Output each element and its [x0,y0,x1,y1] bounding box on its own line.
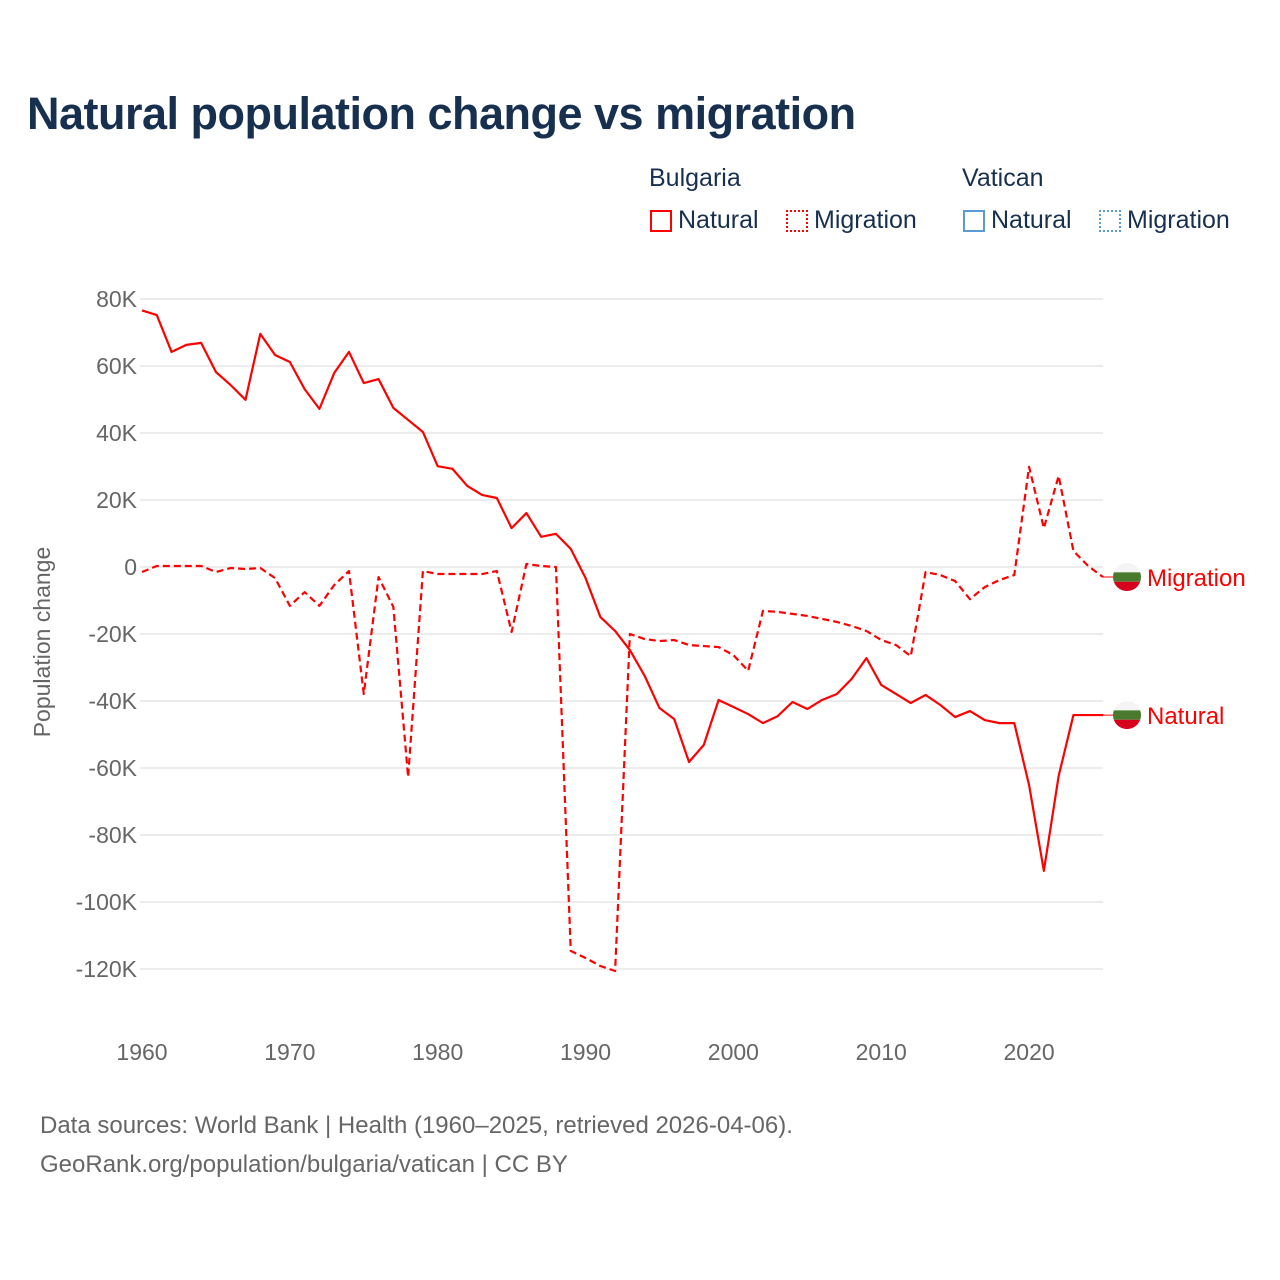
bulgaria-flag-icon [1113,701,1141,730]
legend-vatican-natural[interactable]: Natural [963,206,1072,235]
x-tick-label: 1980 [412,1039,463,1065]
solid-swatch-icon [963,209,985,232]
legend-label: Natural [991,206,1072,234]
legend-vatican-migration[interactable]: Migration [1099,206,1230,235]
y-tick-label: -120K [76,956,138,982]
dotted-swatch-icon [1099,209,1121,232]
legend-group-vatican: Vatican [962,164,1044,192]
dotted-swatch-icon [786,209,808,232]
x-tick-label: 1990 [560,1039,611,1065]
series-line-bulgaria-natural [141,309,1103,872]
end-label-migration: Migration [1147,565,1246,592]
chart-title: Natural population change vs migration [27,88,856,139]
y-tick-label: -100K [76,889,138,915]
y-tick-label: 60K [96,353,138,379]
legend-bulgaria-natural[interactable]: Natural [650,206,759,235]
y-axis-label: Population change [29,547,55,738]
y-tick-label: -40K [88,688,137,714]
y-tick-label: 80K [96,286,138,312]
y-tick-label: -60K [88,755,137,781]
source-line-2[interactable]: GeoRank.org/population/bulgaria/vatican … [40,1151,568,1178]
bulgaria-flag-icon [1113,563,1141,592]
legend-bulgaria-migration[interactable]: Migration [786,206,917,235]
y-tick-label: -20K [88,621,137,647]
y-tick-label: 0 [124,554,137,580]
y-tick-label: 20K [96,487,138,513]
x-tick-label: 2000 [708,1039,759,1065]
y-tick-label: -80K [88,822,137,848]
legend-group-bulgaria: Bulgaria [649,164,741,192]
y-tick-label: 40K [96,420,138,446]
legend-label: Migration [1127,206,1230,234]
x-tick-label: 1960 [116,1039,167,1065]
source-note: Data sources: World Bank | Health (1960–… [40,1106,793,1184]
solid-swatch-icon [650,209,672,232]
source-line-1: Data sources: World Bank | Health (1960–… [40,1112,793,1139]
x-tick-label: 1970 [264,1039,315,1065]
legend-label: Natural [678,206,759,234]
legend-label: Migration [814,206,917,234]
series-line-bulgaria-migration [141,465,1104,973]
x-tick-label: 2010 [856,1039,907,1065]
x-tick-label: 2020 [1003,1039,1054,1065]
end-label-natural: Natural [1147,703,1224,730]
